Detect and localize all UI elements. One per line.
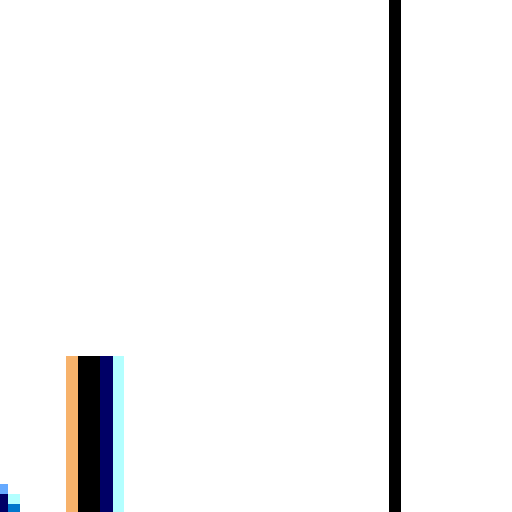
fragment-cyan — [8, 494, 20, 504]
fragment-blue — [8, 504, 20, 512]
stripe-navy — [100, 356, 113, 512]
corner-icon-fragment — [0, 484, 20, 512]
fragment-navy — [0, 494, 8, 512]
stripe-black — [78, 356, 100, 512]
vertical-divider — [389, 0, 401, 512]
stripe-orange — [66, 356, 78, 512]
stripe-cyan — [113, 356, 124, 512]
striped-graphic — [66, 356, 124, 512]
fragment-light-blue — [0, 484, 8, 494]
